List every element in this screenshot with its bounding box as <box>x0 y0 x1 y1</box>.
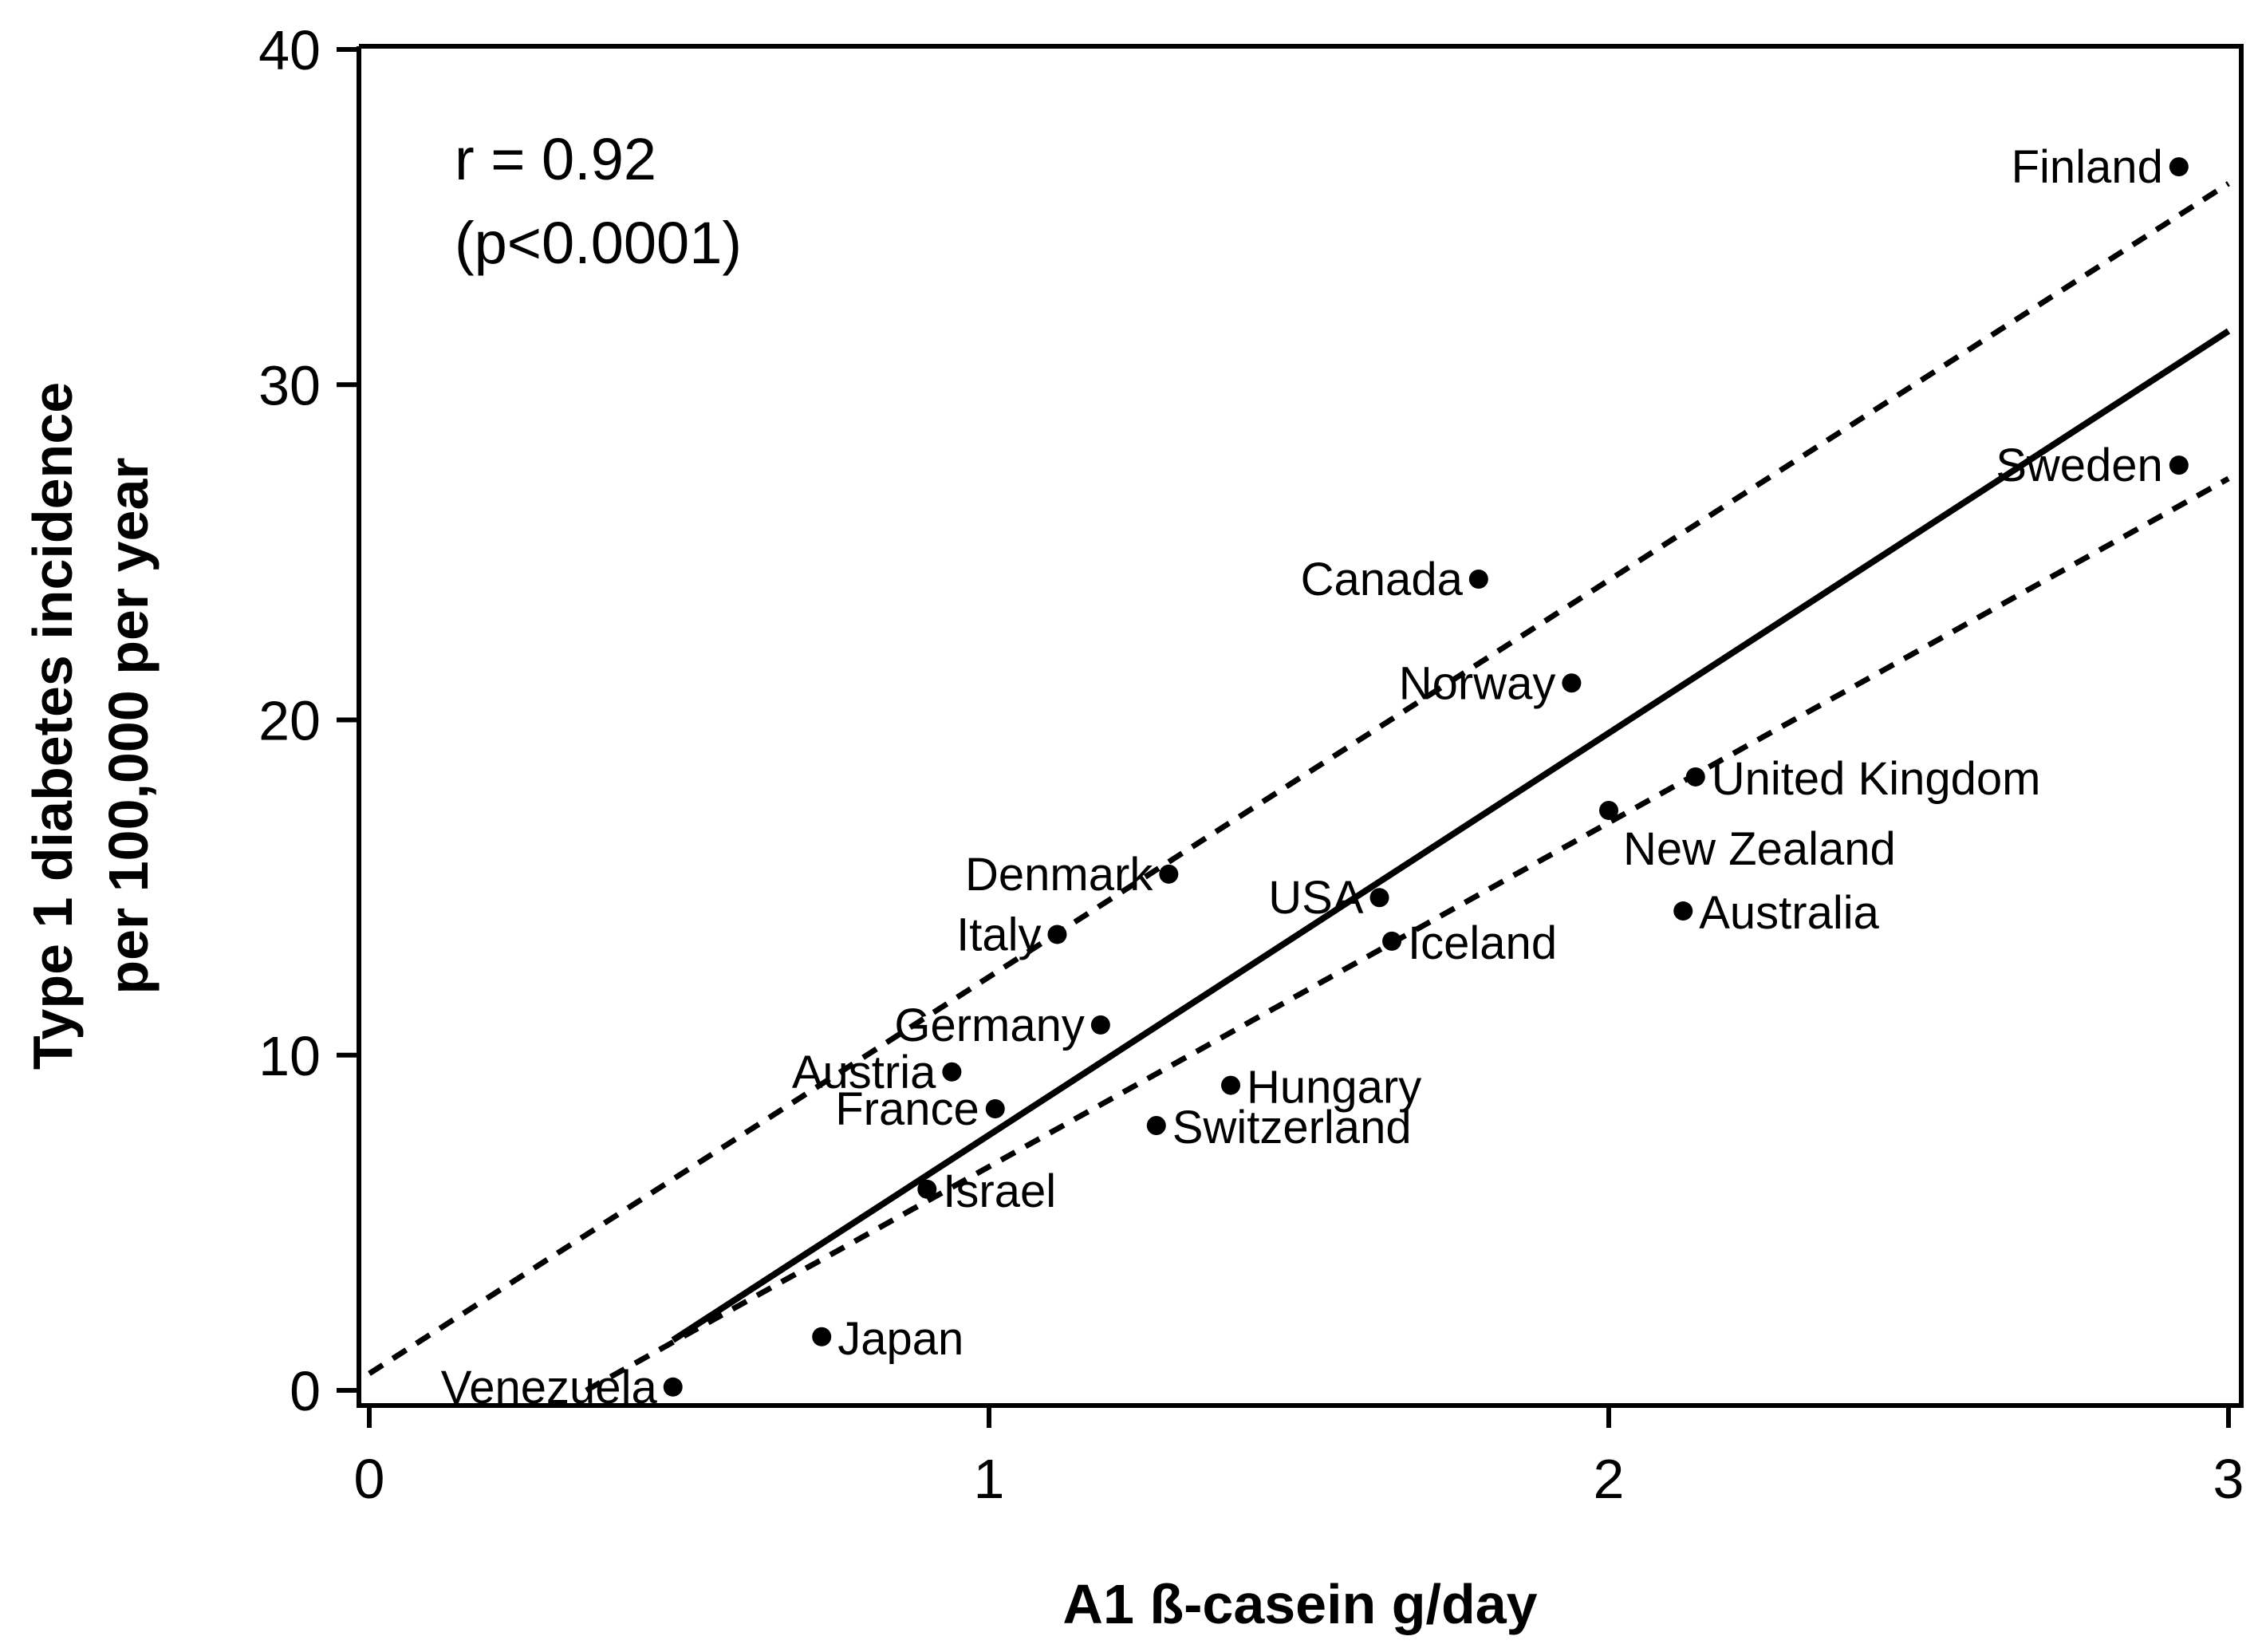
x-tick-label: 0 <box>354 1448 385 1510</box>
point-label: France <box>835 1083 979 1135</box>
x-tick-label: 1 <box>974 1448 1005 1510</box>
lower-confidence-line <box>585 475 2230 1394</box>
y-ticks: 0 10 20 30 40 <box>258 19 359 1422</box>
data-point <box>1468 569 1488 589</box>
point-label: Norway <box>1399 657 1556 709</box>
data-point <box>663 1377 683 1397</box>
y-tick-label: 40 <box>258 19 321 81</box>
upper-confidence-line <box>368 181 2230 1376</box>
point-label: Germany <box>894 999 1085 1051</box>
data-point <box>917 1179 937 1199</box>
data-point <box>1221 1075 1241 1095</box>
axes <box>357 44 2244 1408</box>
data-point <box>1090 1015 1110 1035</box>
data-point <box>1685 767 1705 787</box>
y-tick-label: 20 <box>258 690 321 752</box>
regression-fit-line <box>671 328 2231 1343</box>
data-point <box>985 1098 1005 1118</box>
x-axis-title: A1 ß-casein g/day <box>1062 1573 1537 1635</box>
y-tick-label: 0 <box>290 1360 321 1422</box>
point-label: Italy <box>956 909 1041 960</box>
x-tick-label: 3 <box>2213 1448 2244 1510</box>
y-axis-title-line-1: Type 1 diabetes incidence <box>22 382 84 1070</box>
y-tick-label: 30 <box>258 354 321 416</box>
point-label: Iceland <box>1408 917 1557 969</box>
y-axis-title: Type 1 diabetes incidence per 100,000 pe… <box>22 382 160 1070</box>
data-points <box>663 157 2189 1397</box>
y-tick-label: 10 <box>258 1025 321 1087</box>
point-label: Switzerland <box>1172 1102 1412 1153</box>
y-axis-title-line-2: per 100,000 per year <box>97 457 160 994</box>
data-point <box>1673 901 1693 921</box>
point-label: Australia <box>1699 887 1879 939</box>
data-point <box>1382 931 1402 951</box>
data-point <box>2169 455 2189 475</box>
data-point <box>1146 1116 1166 1136</box>
point-label: Venezuela <box>441 1362 658 1413</box>
point-label: New Zealand <box>1623 823 1896 875</box>
point-label: USA <box>1268 872 1364 924</box>
p-value-annotation: (p<0.0001) <box>455 210 742 276</box>
data-point <box>812 1327 832 1346</box>
point-label: Israel <box>943 1165 1056 1217</box>
data-point <box>1369 888 1389 908</box>
correlation-annotation: r = 0.92 <box>455 126 656 192</box>
regression-lines <box>368 181 2231 1394</box>
point-label: Austria <box>792 1047 936 1098</box>
data-point <box>942 1062 962 1082</box>
point-label: Denmark <box>965 849 1153 901</box>
point-label: United Kingdom <box>1712 753 2041 805</box>
point-label: Canada <box>1301 554 1464 605</box>
data-point <box>1599 800 1618 820</box>
x-ticks: 0 1 2 3 <box>354 1406 2244 1510</box>
point-label: Japan <box>837 1313 963 1365</box>
x-tick-label: 2 <box>1594 1448 1625 1510</box>
data-point <box>1159 864 1179 884</box>
point-label: Sweden <box>1996 440 2163 491</box>
point-labels: Finland Sweden Canada Norway United Kingdom N… <box>441 141 2163 1413</box>
data-point <box>1047 925 1067 944</box>
point-label: Finland <box>2012 141 2163 193</box>
data-point <box>2169 157 2189 177</box>
point-label: Hungary <box>1247 1062 1421 1114</box>
data-point <box>1562 673 1582 693</box>
